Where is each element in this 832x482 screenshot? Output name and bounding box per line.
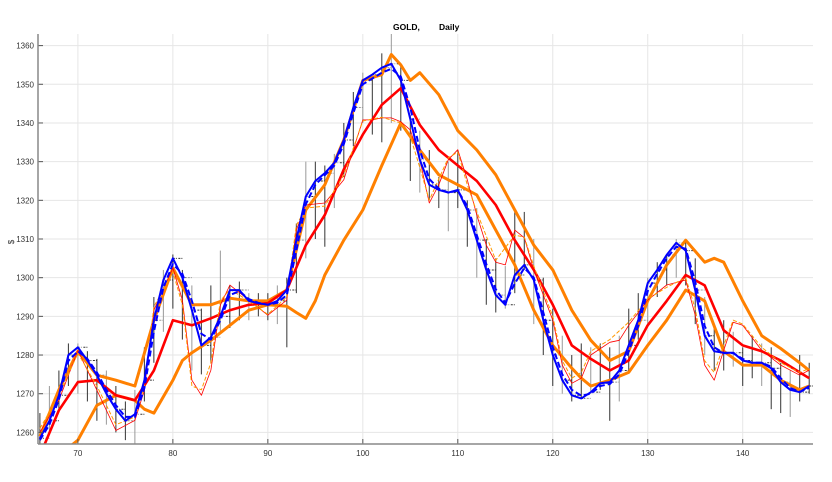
x-tick-label: 140 (736, 449, 750, 458)
y-tick-label: 1280 (16, 351, 34, 360)
y-tick-label: 1320 (16, 196, 34, 205)
y-tick-label: 1350 (16, 80, 34, 89)
chart-title-symbol: GOLD, (393, 22, 420, 32)
y-tick-label: 1310 (16, 235, 34, 244)
series-line-1 (38, 53, 811, 437)
y-tick-label: 1260 (16, 428, 34, 437)
series-line-3 (39, 117, 810, 433)
series-line-6 (39, 62, 810, 439)
series-line-5 (39, 67, 810, 441)
x-tick-label: 90 (263, 449, 272, 458)
grid (38, 34, 813, 444)
y-tick-label: 1290 (16, 312, 34, 321)
chart-title-period: Daily (439, 22, 460, 32)
x-tick-label: 100 (356, 449, 370, 458)
x-tick-label: 80 (168, 449, 177, 458)
y-axis-label: $ (7, 239, 16, 244)
x-tick-label: 120 (546, 449, 560, 458)
x-tick-label: 130 (641, 449, 655, 458)
series-lines (38, 53, 811, 444)
y-tick-label: 1340 (16, 119, 34, 128)
y-tick-label: 1270 (16, 390, 34, 399)
series-line-0 (70, 121, 810, 444)
y-tick-label: 1330 (16, 158, 34, 167)
y-tick-label: 1300 (16, 274, 34, 283)
y-tick-label: 1360 (16, 42, 34, 51)
ohlc-bars (38, 34, 813, 444)
x-tick-label: 110 (451, 449, 464, 458)
series-line-4 (39, 116, 810, 429)
axes: 70 80 90 100 110 120 130 140 1260 1270 1280 1290 130… (16, 34, 813, 458)
x-tick-label: 70 (73, 449, 82, 458)
series-line-2 (43, 86, 810, 444)
